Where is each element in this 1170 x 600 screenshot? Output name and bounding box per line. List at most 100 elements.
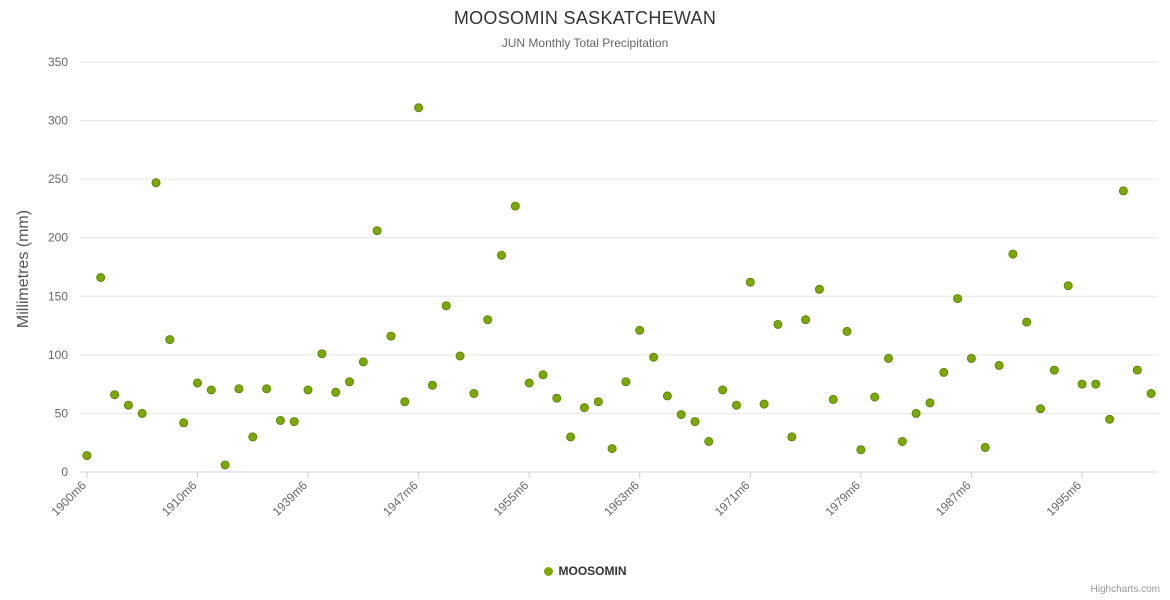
data-point[interactable] bbox=[1077, 379, 1087, 389]
data-point[interactable] bbox=[96, 273, 106, 282]
data-point[interactable] bbox=[759, 399, 769, 409]
x-axis-tick-label: 1900m6 bbox=[48, 478, 89, 519]
data-point[interactable] bbox=[1049, 365, 1059, 375]
data-point[interactable] bbox=[275, 416, 285, 425]
data-point[interactable] bbox=[884, 353, 893, 363]
legend-label: MOOSOMIN bbox=[558, 564, 627, 578]
legend-item-moosomin[interactable]: MOOSOMIN bbox=[0, 564, 1170, 578]
data-point[interactable] bbox=[469, 389, 479, 398]
x-axis-tick-label: 1995m6 bbox=[1044, 478, 1085, 519]
data-point[interactable] bbox=[566, 432, 576, 442]
data-point[interactable] bbox=[939, 367, 949, 377]
y-axis-tick-label: 350 bbox=[48, 55, 68, 69]
data-point[interactable] bbox=[732, 400, 741, 410]
data-point[interactable] bbox=[400, 397, 410, 407]
data-point[interactable] bbox=[745, 277, 755, 287]
data-point[interactable] bbox=[317, 349, 327, 359]
data-point[interactable] bbox=[151, 178, 161, 188]
data-point[interactable] bbox=[289, 417, 299, 427]
data-point[interactable] bbox=[676, 410, 686, 420]
data-point[interactable] bbox=[165, 335, 175, 345]
data-point[interactable] bbox=[262, 384, 272, 394]
data-point[interactable] bbox=[579, 403, 589, 413]
data-point[interactable] bbox=[110, 390, 120, 400]
legend-marker-icon bbox=[543, 566, 553, 576]
data-point[interactable] bbox=[358, 357, 368, 367]
data-point[interactable] bbox=[427, 380, 437, 390]
data-point[interactable] bbox=[234, 384, 244, 394]
highcharts-credit-link[interactable]: Highcharts.com bbox=[1090, 584, 1160, 595]
data-point[interactable] bbox=[1118, 186, 1128, 196]
data-point[interactable] bbox=[1091, 379, 1101, 389]
data-point[interactable] bbox=[593, 397, 603, 407]
data-point[interactable] bbox=[911, 408, 921, 418]
y-axis-tick-label: 100 bbox=[48, 348, 68, 362]
data-point[interactable] bbox=[1036, 404, 1045, 414]
data-point[interactable] bbox=[1008, 249, 1018, 259]
y-axis-tick-label: 200 bbox=[48, 231, 68, 245]
data-point[interactable] bbox=[179, 418, 189, 428]
data-point[interactable] bbox=[690, 417, 700, 427]
data-point[interactable] bbox=[220, 460, 230, 470]
data-point[interactable] bbox=[621, 377, 631, 387]
data-point[interactable] bbox=[455, 351, 465, 361]
x-axis-tick-label: 1947m6 bbox=[380, 478, 421, 519]
data-point[interactable] bbox=[607, 444, 617, 454]
data-point[interactable] bbox=[787, 432, 797, 442]
data-point[interactable] bbox=[303, 385, 313, 395]
data-point[interactable] bbox=[248, 432, 258, 442]
data-point[interactable] bbox=[483, 315, 493, 325]
data-point[interactable] bbox=[925, 398, 935, 408]
data-point[interactable] bbox=[801, 315, 811, 325]
data-point[interactable] bbox=[345, 377, 354, 387]
data-point[interactable] bbox=[441, 301, 451, 311]
data-point[interactable] bbox=[980, 442, 990, 452]
data-point[interactable] bbox=[206, 385, 216, 395]
x-axis-tick-label: 1979m6 bbox=[822, 478, 863, 519]
data-point[interactable] bbox=[704, 437, 714, 446]
y-axis-tick-label: 150 bbox=[48, 289, 68, 303]
data-point[interactable] bbox=[828, 394, 838, 404]
data-point[interactable] bbox=[842, 326, 852, 336]
data-point[interactable] bbox=[123, 400, 133, 410]
data-point[interactable] bbox=[497, 250, 506, 260]
data-point[interactable] bbox=[966, 353, 976, 363]
data-point[interactable] bbox=[953, 294, 963, 304]
data-point[interactable] bbox=[1146, 389, 1156, 398]
data-point[interactable] bbox=[814, 284, 824, 294]
x-axis-tick-label: 1955m6 bbox=[491, 478, 532, 519]
data-point[interactable] bbox=[1022, 317, 1032, 327]
x-axis-tick-label: 1987m6 bbox=[933, 478, 974, 519]
data-point[interactable] bbox=[510, 201, 520, 211]
data-point[interactable] bbox=[994, 360, 1004, 370]
data-point[interactable] bbox=[718, 385, 728, 395]
data-point[interactable] bbox=[137, 408, 147, 418]
data-point[interactable] bbox=[1063, 281, 1073, 291]
data-point[interactable] bbox=[82, 451, 92, 461]
data-point[interactable] bbox=[1132, 365, 1142, 375]
data-point[interactable] bbox=[870, 392, 880, 402]
data-point[interactable] bbox=[386, 331, 396, 341]
data-point[interactable] bbox=[538, 370, 548, 380]
data-point[interactable] bbox=[1105, 414, 1115, 424]
data-point[interactable] bbox=[372, 226, 382, 236]
data-point[interactable] bbox=[649, 352, 659, 362]
data-point[interactable] bbox=[193, 378, 202, 388]
data-point[interactable] bbox=[552, 393, 562, 403]
data-point[interactable] bbox=[635, 325, 645, 335]
chart-title: MOOSOMIN SASKATCHEWAN bbox=[453, 8, 717, 28]
data-point[interactable] bbox=[524, 378, 534, 388]
data-point[interactable] bbox=[897, 437, 907, 446]
data-point[interactable] bbox=[773, 319, 783, 329]
data-point[interactable] bbox=[662, 391, 672, 401]
x-axis-tick-label: 1910m6 bbox=[159, 478, 200, 519]
x-axis-tick-label: 1939m6 bbox=[270, 478, 311, 519]
y-axis-tick-label: 0 bbox=[61, 465, 68, 479]
data-point[interactable] bbox=[331, 387, 341, 397]
data-point[interactable] bbox=[414, 103, 424, 113]
y-axis-tick-label: 50 bbox=[55, 406, 69, 420]
y-axis-tick-label: 300 bbox=[48, 114, 68, 128]
data-point[interactable] bbox=[856, 445, 866, 455]
